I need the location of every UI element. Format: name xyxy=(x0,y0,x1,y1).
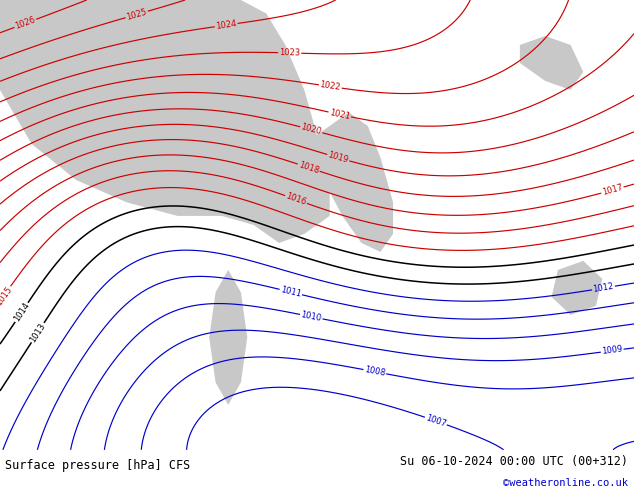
Text: 1008: 1008 xyxy=(363,366,386,378)
Text: 1014: 1014 xyxy=(12,301,31,323)
Text: 1024: 1024 xyxy=(215,19,237,31)
Text: 1010: 1010 xyxy=(300,310,323,323)
Text: 1015: 1015 xyxy=(0,285,14,307)
Text: 1013: 1013 xyxy=(29,321,48,344)
Text: 1019: 1019 xyxy=(327,150,349,165)
Polygon shape xyxy=(0,0,330,243)
Text: 1009: 1009 xyxy=(601,345,623,357)
Text: 1016: 1016 xyxy=(285,192,307,207)
Text: 1020: 1020 xyxy=(300,122,323,137)
Text: 1012: 1012 xyxy=(592,282,614,294)
Text: 1007: 1007 xyxy=(424,413,447,429)
Text: Surface pressure [hPa] CFS: Surface pressure [hPa] CFS xyxy=(5,459,190,471)
Text: 1022: 1022 xyxy=(320,80,341,93)
Text: 1025: 1025 xyxy=(126,7,148,22)
Text: 1018: 1018 xyxy=(297,160,320,175)
Polygon shape xyxy=(317,112,393,252)
Text: 1021: 1021 xyxy=(328,108,351,121)
Text: ©weatheronline.co.uk: ©weatheronline.co.uk xyxy=(503,478,628,488)
Text: 1023: 1023 xyxy=(279,48,301,58)
Polygon shape xyxy=(520,36,583,90)
Text: 1026: 1026 xyxy=(14,15,37,31)
Text: Su 06-10-2024 00:00 UTC (00+312): Su 06-10-2024 00:00 UTC (00+312) xyxy=(399,455,628,467)
Polygon shape xyxy=(552,261,602,315)
Text: 1011: 1011 xyxy=(280,285,302,299)
Polygon shape xyxy=(209,270,247,405)
Text: 1017: 1017 xyxy=(601,183,624,197)
